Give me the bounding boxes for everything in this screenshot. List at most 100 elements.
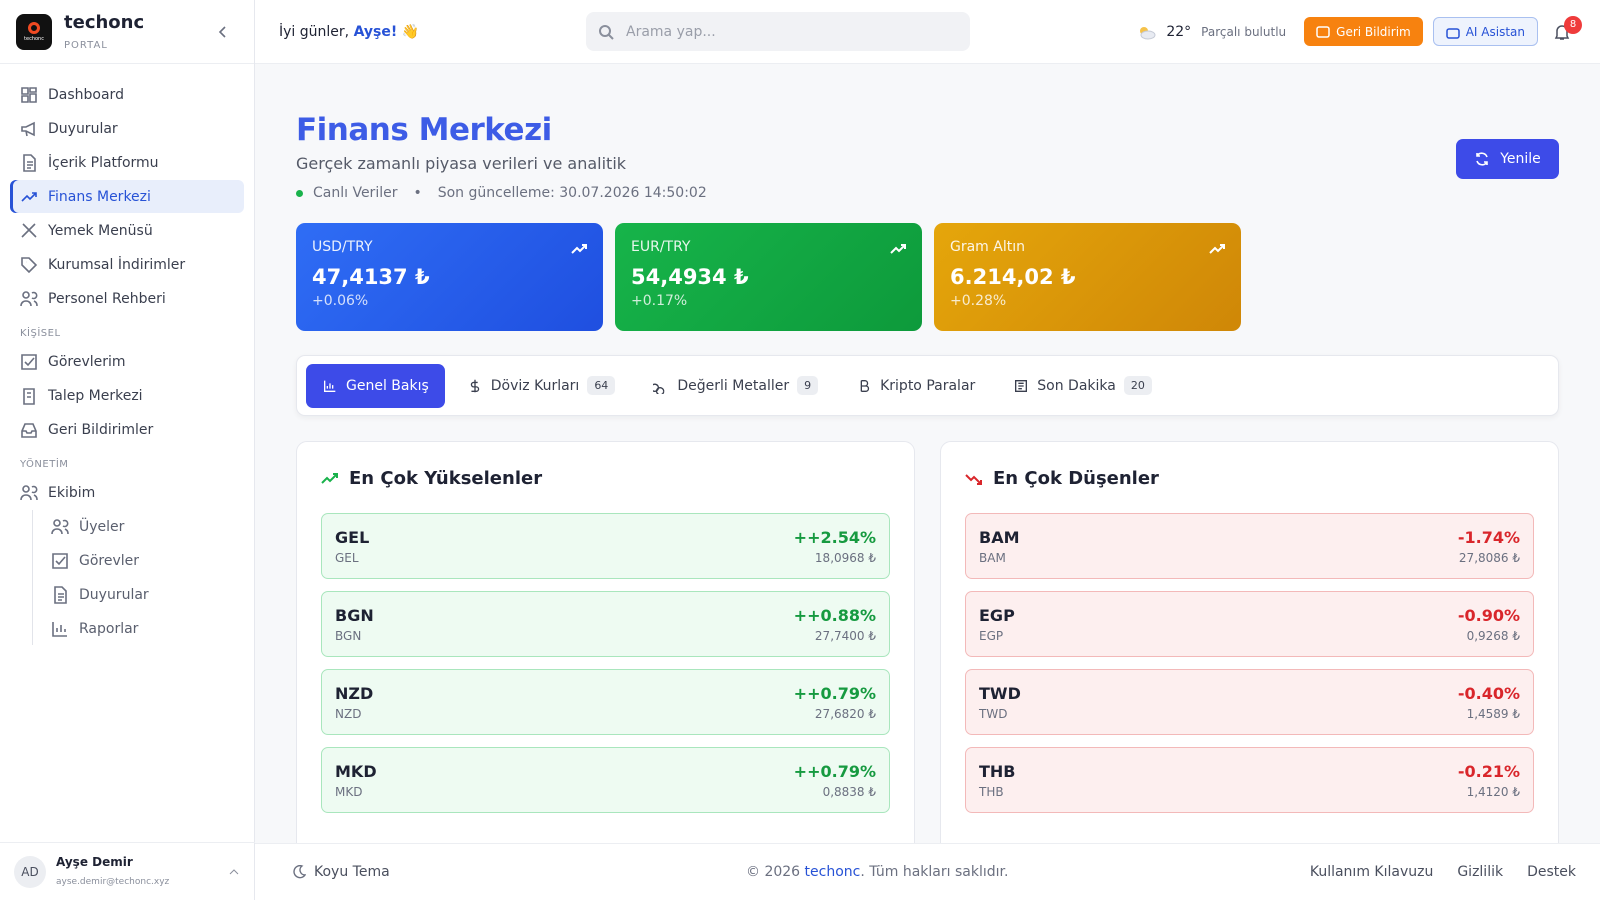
tab-count: 20 xyxy=(1123,376,1152,395)
currency-change: ++0.79% xyxy=(793,762,876,781)
collapse-icon[interactable] xyxy=(216,25,230,39)
card-change: +0.06% xyxy=(312,293,369,309)
row-left: TWD TWD xyxy=(979,684,1021,721)
emoji: 👋 xyxy=(401,23,420,40)
rate-card[interactable]: USD/TRY 47,4137 ₺ +0.06% xyxy=(296,223,603,331)
tab[interactable]: Genel Bakış xyxy=(306,363,445,408)
refresh-label: Yenile xyxy=(1500,151,1541,167)
row-left: EGP EGP xyxy=(979,606,1015,643)
currency-name: EGP xyxy=(979,629,1004,643)
icon xyxy=(51,518,69,534)
gainers-panel: En Çok Yükselenler GEL GEL ++2.54% 18,0968 ₺… xyxy=(296,441,915,861)
icon xyxy=(20,484,38,500)
nav-label: Finans Merkezi xyxy=(48,188,151,205)
panel-title-text: En Çok Yükselenler xyxy=(349,468,543,489)
nav-item[interactable]: Dashboard xyxy=(10,78,244,111)
icon xyxy=(21,222,37,238)
currency-code: NZD xyxy=(335,684,374,703)
card-value: 47,4137 ₺ xyxy=(312,265,430,289)
row-right: ++0.88% 27,7400 ₺ xyxy=(794,606,876,643)
nav-item[interactable]: Finans Merkezi xyxy=(10,180,244,213)
notifications[interactable]: 8 xyxy=(1548,15,1582,46)
footer-link[interactable]: Kullanım Kılavuzu xyxy=(1309,864,1434,880)
currency-name: MKD xyxy=(335,785,363,799)
weather-icon xyxy=(1140,26,1156,39)
rate-card[interactable]: Gram Altın 6.214,02 ₺ +0.28% xyxy=(934,223,1241,331)
meta: Canlı Veriler • Son güncelleme: 30.07.2026… xyxy=(296,185,1559,201)
nav-item[interactable]: Kurumsal İndirimler xyxy=(10,248,244,281)
tab-label: Son Dakika xyxy=(1037,377,1116,394)
nav-label: Personel Rehberi xyxy=(48,290,166,307)
footer-link[interactable]: Destek xyxy=(1527,864,1576,880)
tab[interactable]: Kripto Paralar xyxy=(840,364,991,408)
nav-item[interactable]: Üyeler xyxy=(41,510,244,543)
theme-toggle[interactable]: Koyu Tema xyxy=(292,864,390,880)
brand-sub: PORTAL xyxy=(64,39,108,51)
currency-change: -1.74% xyxy=(1457,528,1520,547)
currency-row[interactable]: THB THB -0.21% 1,4120 ₺ xyxy=(965,747,1534,813)
currency-row[interactable]: GEL GEL ++2.54% 18,0968 ₺ xyxy=(321,513,890,579)
card-label: Gram Altın xyxy=(950,239,1025,255)
nav-item[interactable]: İçerik Platformu xyxy=(10,146,244,179)
nav-item[interactable]: Raporlar xyxy=(41,612,244,645)
feedback-button[interactable]: Geri Bildirim xyxy=(1304,17,1423,46)
nav-label: Talep Merkezi xyxy=(48,387,143,404)
tab-label: Genel Bakış xyxy=(346,377,429,394)
icon xyxy=(324,380,336,392)
user-box[interactable]: AD Ayşe Demir ayse.demir@techonc.xyz xyxy=(0,842,255,900)
tab[interactable]: Son Dakika 20 xyxy=(997,364,1168,408)
row-left: BGN BGN xyxy=(335,606,374,643)
currency-name: TWD xyxy=(979,707,1008,721)
nav-item[interactable]: Duyurular xyxy=(41,578,244,611)
nav-label: Kurumsal İndirimler xyxy=(48,256,186,273)
tab-label: Döviz Kurları xyxy=(490,377,580,394)
section-title: KİŞİSEL xyxy=(20,328,61,339)
brand[interactable]: techonc techonc PORTAL xyxy=(0,0,254,64)
currency-row[interactable]: BGN BGN ++0.88% 27,7400 ₺ xyxy=(321,591,890,657)
currency-row[interactable]: NZD NZD ++0.79% 27,6820 ₺ xyxy=(321,669,890,735)
live-label: Canlı Veriler xyxy=(313,185,398,201)
icon xyxy=(54,585,67,604)
card-change: +0.28% xyxy=(950,293,1007,309)
currency-change: ++0.79% xyxy=(793,684,876,703)
greeting-text: İyi günler, xyxy=(279,23,350,40)
icon xyxy=(52,552,68,569)
copyright: © 2026 techonc. Tüm hakları saklıdır. xyxy=(746,864,1008,880)
nav-item[interactable]: Geri Bildirimler xyxy=(10,413,244,446)
notification-count: 8 xyxy=(1564,15,1582,34)
page-title: Finans Merkezi xyxy=(296,112,552,148)
nav-item[interactable]: Duyurular xyxy=(10,112,244,145)
currency-rate: 27,8086 ₺ xyxy=(1458,551,1520,565)
nav-label: Görevler xyxy=(79,552,140,569)
panel-title: En Çok Yükselenler xyxy=(321,468,890,489)
tab[interactable]: Döviz Kurları 64 xyxy=(451,364,632,408)
icon xyxy=(21,256,38,273)
currency-row[interactable]: BAM BAM -1.74% 27,8086 ₺ xyxy=(965,513,1534,579)
footer-link[interactable]: Gizlilik xyxy=(1457,864,1504,880)
rate-card[interactable]: EUR/TRY 54,4934 ₺ +0.17% xyxy=(615,223,922,331)
greeting-user: Ayşe! xyxy=(353,23,398,40)
search[interactable]: Arama yap... xyxy=(586,12,970,51)
currency-row[interactable]: MKD MKD ++0.79% 0,8838 ₺ xyxy=(321,747,890,813)
currency-row[interactable]: TWD TWD -0.40% 1,4589 ₺ xyxy=(965,669,1534,735)
cards: USD/TRY 47,4137 ₺ +0.06% EUR/TRY 54,4934 ₺ +0… xyxy=(296,223,1559,331)
currency-name: NZD xyxy=(335,707,362,721)
row-right: -1.74% 27,8086 ₺ xyxy=(1457,528,1520,565)
tabs: Genel Bakış Döviz Kurları 64 Değerli Metall… xyxy=(296,355,1559,416)
tab[interactable]: Değerli Metaller 9 xyxy=(637,364,834,408)
copyright-suffix: . Tüm hakları saklıdır. xyxy=(860,864,1009,880)
nav-item[interactable]: Ekibim xyxy=(10,476,244,509)
nav-item[interactable]: Görevler xyxy=(41,544,244,577)
refresh-button[interactable]: Yenile xyxy=(1456,139,1559,179)
currency-row[interactable]: EGP EGP -0.90% 0,9268 ₺ xyxy=(965,591,1534,657)
nav-item[interactable]: Talep Merkezi xyxy=(10,379,244,412)
user-email: ayse.demir@techonc.xyz xyxy=(56,877,170,887)
nav-item[interactable]: Yemek Menüsü xyxy=(10,214,244,247)
ai-button[interactable]: AI Asistan xyxy=(1432,17,1538,46)
nav-label: Geri Bildirimler xyxy=(48,421,154,438)
row-right: ++2.54% 18,0968 ₺ xyxy=(794,528,876,565)
icon xyxy=(321,472,338,484)
nav-item[interactable]: Personel Rehberi xyxy=(10,282,244,315)
currency-code: BGN xyxy=(335,606,374,625)
nav-item[interactable]: Görevlerim xyxy=(10,345,244,378)
